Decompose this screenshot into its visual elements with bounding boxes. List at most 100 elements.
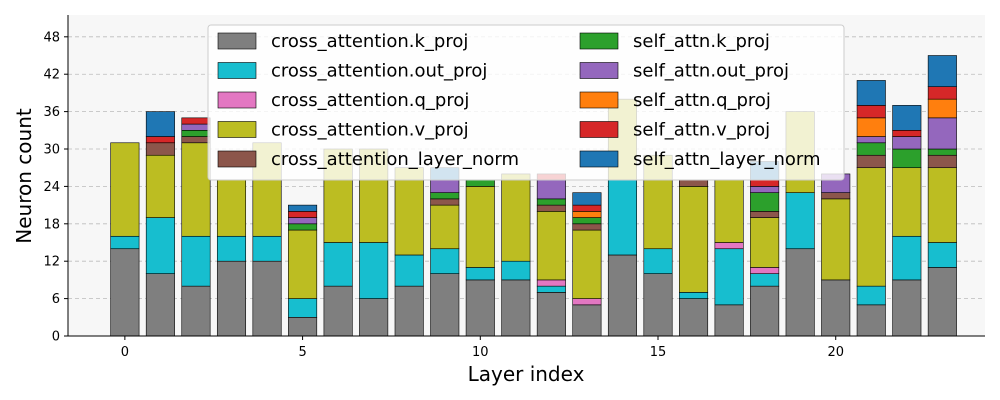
x-axis-title: Layer index <box>468 362 585 386</box>
axes <box>67 15 985 337</box>
bar-segment <box>679 298 709 337</box>
bar-segment <box>856 136 886 144</box>
bar-segment <box>750 192 780 212</box>
y-tick-label: 42 <box>43 68 60 83</box>
x-ticks: 0 5 10 15 20 <box>121 336 844 360</box>
bar-segment <box>927 267 957 337</box>
bar-segment <box>430 273 460 337</box>
bar-segment <box>856 80 886 106</box>
bar-segment <box>679 179 709 187</box>
bar-segment <box>679 186 709 293</box>
legend-label: self_attn.out_proj <box>633 61 789 82</box>
bar-segment <box>430 248 460 274</box>
bar-segment <box>536 179 566 200</box>
bar-segment <box>359 298 389 337</box>
bar-segment <box>856 117 886 137</box>
bar-segment <box>536 279 566 287</box>
bar-segment <box>607 179 637 256</box>
bar-segment <box>252 235 282 262</box>
bar-segment <box>216 235 247 262</box>
bar-segment <box>927 167 957 243</box>
bar-segment <box>359 242 389 299</box>
bar-segment <box>750 186 780 193</box>
bar-segment <box>501 173 531 262</box>
legend-swatch <box>217 62 257 79</box>
y-tick-label: 0 <box>52 330 60 345</box>
legend-swatch <box>579 32 619 50</box>
bar-segment <box>714 242 744 250</box>
bar-segment <box>821 192 851 200</box>
bar-segment <box>394 285 424 337</box>
bar-segment <box>856 154 886 169</box>
legend-swatch <box>217 32 257 50</box>
y-axis-title: Neuron count <box>12 108 36 244</box>
bar-segment <box>288 317 318 337</box>
legend-label: cross_attention.q_proj <box>271 90 469 111</box>
bar-segment <box>465 279 495 337</box>
bar-segment <box>856 167 886 287</box>
bar-segment <box>714 179 744 243</box>
legend-swatch <box>579 150 619 168</box>
bar-segment <box>394 167 424 256</box>
bar-segment <box>216 179 247 237</box>
legend-swatch <box>579 62 619 79</box>
y-ticks: 0 6 12 18 24 30 36 42 48 <box>43 30 68 345</box>
bar-segment <box>536 204 566 212</box>
bar-segment <box>501 260 531 281</box>
bar-segment <box>465 179 495 187</box>
y-tick-label: 48 <box>43 30 60 45</box>
legend-label: cross_attention.out_proj <box>271 61 487 82</box>
bar-segment <box>181 235 211 287</box>
bar-segment <box>110 142 140 237</box>
bar-segment <box>288 204 318 212</box>
bar-segment <box>927 98 957 119</box>
bar-segment <box>288 229 318 299</box>
bar-segment <box>323 242 353 287</box>
legend-box <box>207 24 845 181</box>
bar-segment <box>856 304 886 337</box>
bar-segment <box>856 285 886 306</box>
bar-segment <box>465 267 495 281</box>
bar-segment <box>572 217 602 225</box>
bar-segment <box>643 273 673 337</box>
bar-segment <box>750 267 780 274</box>
bar-segment <box>572 223 602 231</box>
bar-segment <box>145 154 175 218</box>
legend-label: self_attn_layer_norm <box>633 149 821 170</box>
legend-label: cross_attention_layer_norm <box>271 149 519 170</box>
bar-segment <box>216 260 247 337</box>
bar-segment <box>181 136 211 144</box>
x-tick-label: 0 <box>121 345 129 360</box>
bar-segment <box>572 204 602 212</box>
bar-segment <box>145 136 175 144</box>
y-tick-label: 24 <box>43 180 60 195</box>
bar-segment <box>430 192 460 200</box>
legend: cross_attention.k_proj cross_attention.ou… <box>207 24 845 181</box>
bar-segment <box>181 285 211 337</box>
bar-segment <box>856 105 886 119</box>
y-tick-label: 36 <box>43 105 60 120</box>
bar-segment <box>288 217 318 225</box>
bar-segment <box>572 298 602 306</box>
bar-segment <box>892 279 922 337</box>
bar-segment <box>892 130 922 137</box>
y-tick-label: 30 <box>43 143 60 158</box>
bar-segment <box>750 273 780 287</box>
bar-segment <box>927 242 957 268</box>
bar-segment <box>785 192 815 250</box>
legend-swatch <box>217 91 257 109</box>
legend-label: self_attn.v_proj <box>633 120 770 141</box>
bar-segment <box>607 254 637 337</box>
bar-segment <box>430 179 460 193</box>
x-tick-label: 20 <box>827 345 844 360</box>
bar-segment <box>536 285 566 293</box>
bar-segment <box>181 123 211 131</box>
bar-segment <box>856 142 886 156</box>
bar-segment <box>750 285 780 337</box>
bar-segment <box>501 279 531 337</box>
bar-segment <box>892 148 922 169</box>
bar-segment <box>785 248 815 337</box>
bar-segment <box>465 186 495 268</box>
x-tick-label: 5 <box>298 345 306 360</box>
x-tick-label: 10 <box>472 345 489 360</box>
